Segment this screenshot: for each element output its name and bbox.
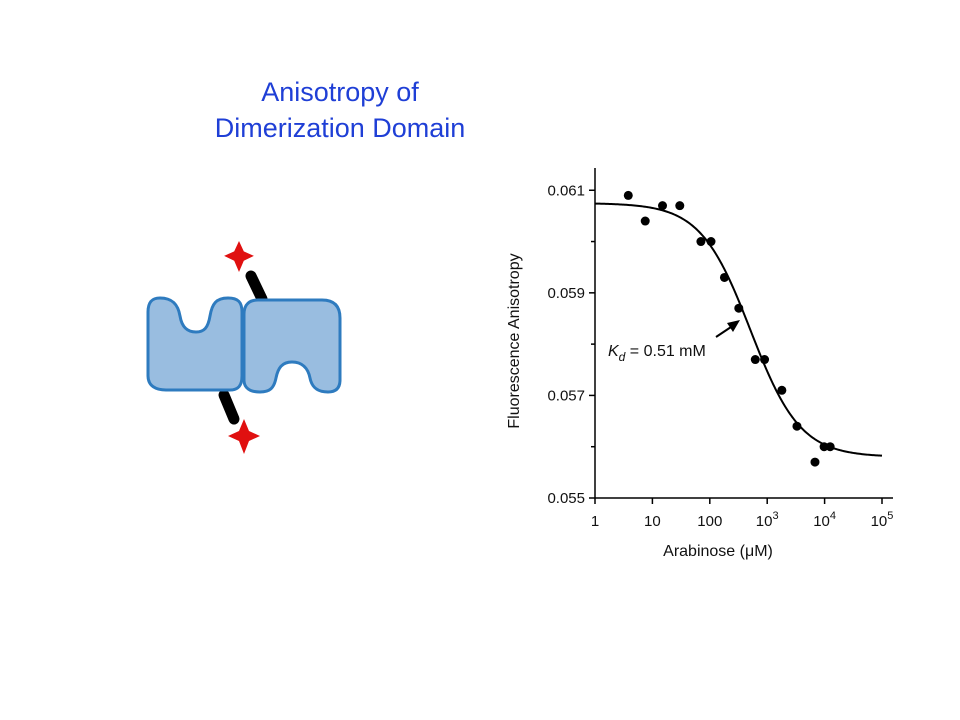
data-point [792,421,802,431]
y-tick-label: 0.055 [547,490,585,507]
data-point [640,216,650,226]
fit-curve [594,202,883,457]
kd-annotation-text: Kd = 0.51 mM [608,343,706,364]
x-tick-label: 1 [591,513,599,530]
kd-annotation: Kd = 0.51 mM [608,320,740,364]
y-tick-label: 0.059 [547,285,585,302]
y-ticks: 0.055 0.057 0.059 0.061 [547,182,595,507]
data-point [734,303,744,313]
x-ticks: 1 10 100 103 104 105 [591,498,894,530]
x-tick-label: 105 [871,510,894,530]
data-point [825,442,835,452]
data-point [750,355,760,365]
red-star-icon [224,241,254,272]
data-point [696,237,706,247]
data-point [623,190,633,200]
protein-domain-left [146,296,244,392]
data-point [675,201,685,211]
x-tick-label: 104 [813,510,836,530]
slide-title-line-2: Dimerization Domain [214,113,466,143]
y-tick-label: 0.057 [547,387,585,404]
x-axis-label: Arabinose (μM) [663,543,773,560]
x-tick-label: 103 [756,510,779,530]
data-point [706,237,716,247]
kd-arrow-head [727,320,740,332]
x-tick-label: 100 [697,513,722,530]
data-point [760,355,770,365]
red-star-icon [228,419,260,454]
x-tick-label: 10 [644,513,661,530]
y-tick-label: 0.061 [547,182,585,199]
data-point [658,201,668,211]
data-point [719,272,729,282]
slide-title-line-1: Anisotropy of [261,77,419,107]
data-points [623,190,835,467]
chart-axes [594,168,893,499]
upper-linker [245,270,268,305]
lower-linker [218,389,240,425]
data-point [810,457,820,467]
y-axis-label: Fluorescence Anisotropy [506,253,523,428]
data-point [777,385,787,395]
protein-domain-right [242,298,342,394]
kd-arrow-line [715,326,732,338]
slide-title: Anisotropy of Dimerization Domain [170,74,510,146]
